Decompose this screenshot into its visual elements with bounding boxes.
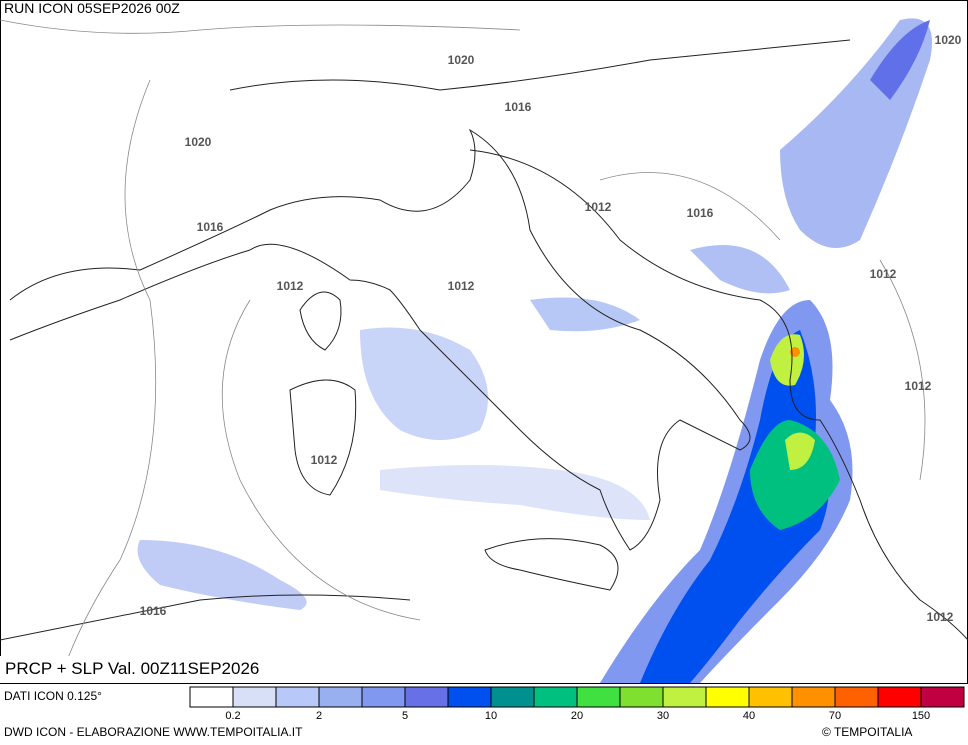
credit: DWD ICON - ELABORAZIONE WWW.TEMPOITALIA.…: [4, 725, 303, 739]
isobar-label: 1016: [140, 604, 167, 618]
legend-swatch: [576, 686, 621, 708]
legend-swatch: [232, 686, 277, 708]
legend-swatch: [705, 686, 750, 708]
copyright: © TEMPOITALIA: [822, 725, 912, 739]
isobar-label: 1016: [687, 206, 714, 220]
legend-swatch: [189, 686, 234, 708]
legend-label: 0.2: [225, 710, 240, 722]
isobar-label: 1012: [870, 267, 897, 281]
legend-label: 70: [829, 710, 841, 722]
isobar-label: 1012: [311, 453, 338, 467]
legend-swatch: [318, 686, 363, 708]
legend-label: 10: [485, 710, 497, 722]
legend-label: 30: [657, 710, 669, 722]
isobar-label: 1020: [448, 53, 475, 67]
legend-label: 40: [743, 710, 755, 722]
legend-swatch: [490, 686, 535, 708]
isobar-label: 1012: [927, 610, 954, 624]
legend-swatch: [447, 686, 492, 708]
map-title: PRCP + SLP Val. 00Z11SEP2026: [5, 659, 259, 678]
legend-source: DATI ICON 0.125°: [4, 689, 102, 703]
precipitation: [137, 18, 932, 683]
isobar-lines: [0, 19, 926, 681]
color-legend: 0.2 2 5 10 20 30 40 70 150: [189, 686, 965, 722]
legend-swatch: [791, 686, 836, 708]
isobar-label: 1012: [585, 200, 612, 214]
legend-swatch: [834, 686, 879, 708]
run-label: RUN ICON 05SEP2026 00Z: [4, 0, 180, 16]
legend-label: 20: [571, 710, 583, 722]
isobar-label: 1016: [505, 100, 532, 114]
legend-swatch: [920, 686, 965, 708]
legend-swatch: [877, 686, 922, 708]
legend-swatch: [748, 686, 793, 708]
legend-label: 5: [402, 710, 408, 722]
legend-swatch: [361, 686, 406, 708]
isobar-label: 1020: [185, 135, 212, 149]
legend-label: 150: [912, 710, 930, 722]
isobar-label: 1016: [197, 220, 224, 234]
isobar-label: 1012: [905, 379, 932, 393]
legend-label: 2: [316, 710, 322, 722]
coastlines: [0, 39, 968, 641]
isobar-labels: 1020 1020 1016 1020 1016 1012 1016 1012 1012 1012…: [140, 33, 962, 624]
isobar-label: 1012: [448, 279, 475, 293]
isobar-label: 1012: [277, 279, 304, 293]
legend-swatch: [619, 686, 664, 708]
isobar-label: 1020: [935, 33, 962, 47]
title-box: [0, 656, 414, 683]
legend-swatch: [662, 686, 707, 708]
legend-swatch: [404, 686, 449, 708]
legend-swatch: [275, 686, 320, 708]
legend-swatch: [533, 686, 578, 708]
